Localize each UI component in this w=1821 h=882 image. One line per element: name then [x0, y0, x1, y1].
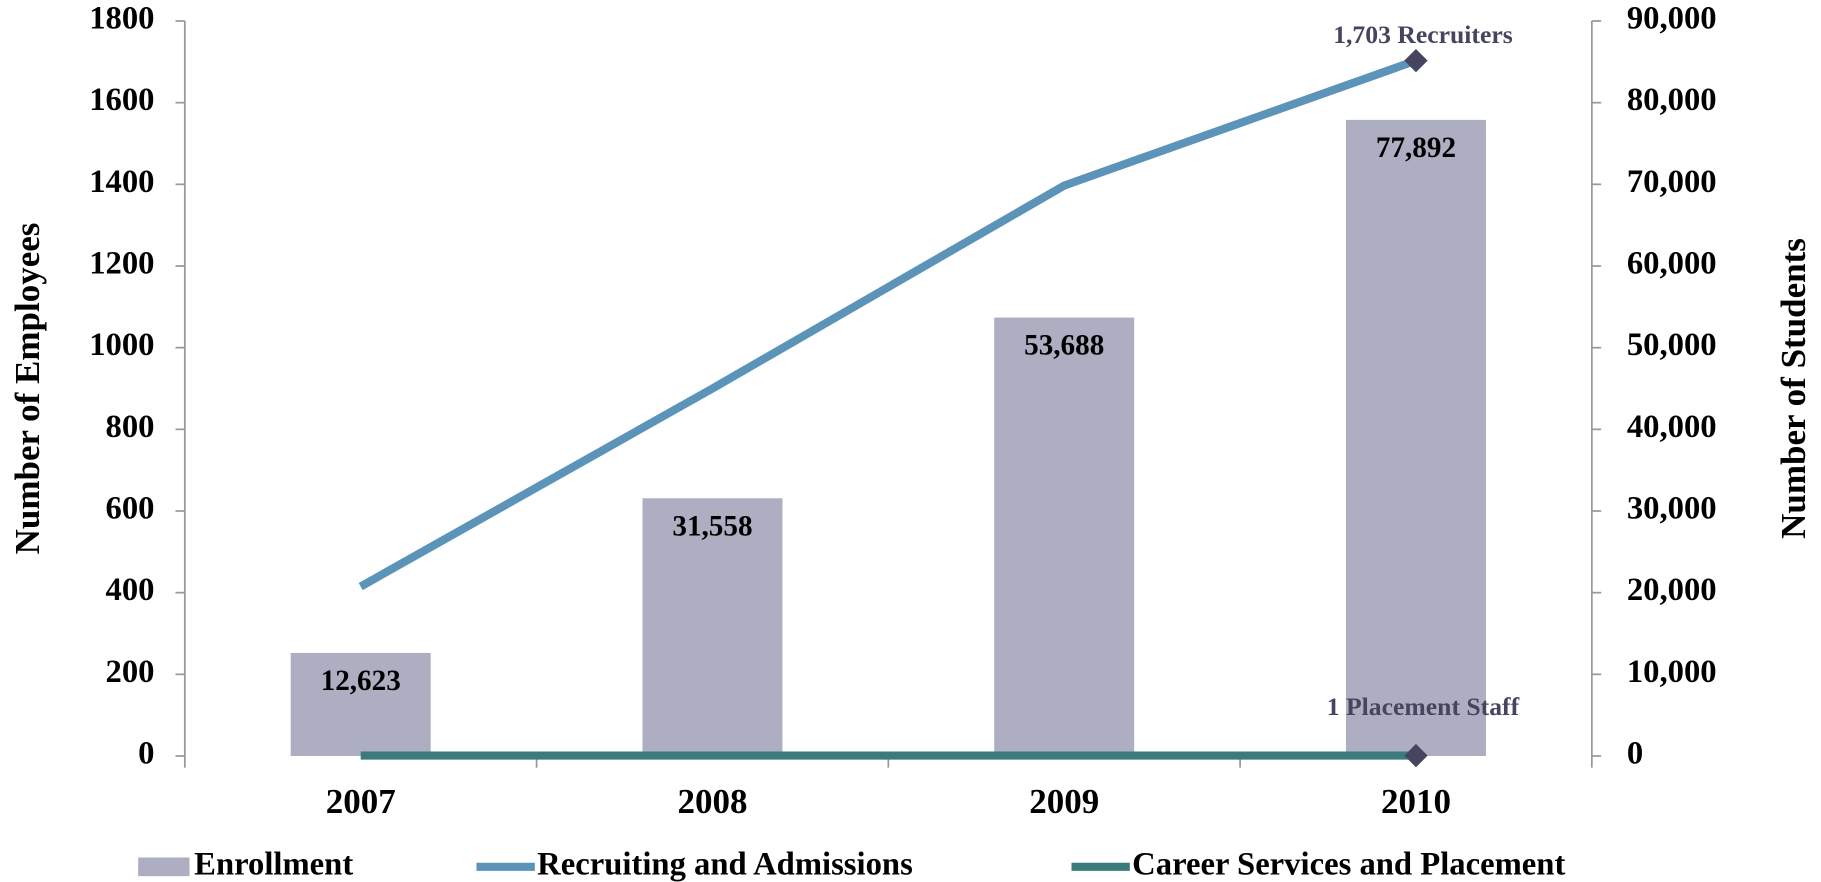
legend-label: Recruiting and Admissions — [537, 846, 913, 882]
y-tick-label: 600 — [106, 491, 155, 527]
y2-tick-label: 0 — [1627, 736, 1643, 772]
annotation: 1 Placement Staff — [1327, 692, 1520, 721]
x-tick-label: 2009 — [1029, 782, 1099, 821]
bar — [290, 652, 431, 756]
y2-tick-label: 50,000 — [1627, 327, 1717, 363]
y-tick-label: 1600 — [89, 82, 154, 118]
annotation: 1,703 Recruiters — [1333, 20, 1513, 49]
data-label: 31,558 — [672, 510, 752, 542]
legend-label: Enrollment — [194, 846, 353, 882]
x-tick-label: 2010 — [1381, 782, 1451, 821]
x-tick-label: 2008 — [677, 782, 747, 821]
data-label: 77,892 — [1376, 132, 1456, 164]
y-tick-label: 1800 — [89, 1, 154, 37]
y2-tick-label: 20,000 — [1627, 572, 1717, 608]
end-marker — [1404, 743, 1428, 768]
y-tick-label: 1400 — [89, 164, 154, 200]
y-axis-label: Number of Employees — [8, 223, 47, 555]
x-tick-label: 2007 — [326, 782, 396, 821]
legend-swatch — [138, 857, 190, 877]
y2-tick-label: 60,000 — [1627, 246, 1717, 282]
y2-axis-label: Number of Students — [1774, 238, 1813, 539]
legend-label: Career Services and Placement — [1132, 846, 1565, 882]
y2-tick-label: 10,000 — [1627, 654, 1717, 690]
bar — [1345, 119, 1486, 756]
y2-tick-label: 30,000 — [1627, 491, 1717, 527]
bar — [642, 498, 783, 756]
line — [358, 56, 1418, 591]
end-marker — [1404, 48, 1428, 73]
y-tick-label: 0 — [138, 736, 154, 772]
y2-tick-label: 70,000 — [1627, 164, 1717, 200]
y2-tick-label: 90,000 — [1627, 1, 1717, 37]
y2-tick-label: 80,000 — [1627, 82, 1717, 118]
y-tick-label: 800 — [106, 409, 155, 445]
y-tick-label: 200 — [106, 654, 155, 690]
y-tick-label: 400 — [106, 572, 155, 608]
data-label: 53,688 — [1024, 330, 1104, 362]
y2-tick-label: 40,000 — [1627, 409, 1717, 445]
data-label: 12,623 — [321, 665, 401, 697]
bar — [994, 317, 1135, 756]
y-tick-label: 1200 — [89, 246, 154, 282]
y-tick-label: 1000 — [89, 327, 154, 363]
